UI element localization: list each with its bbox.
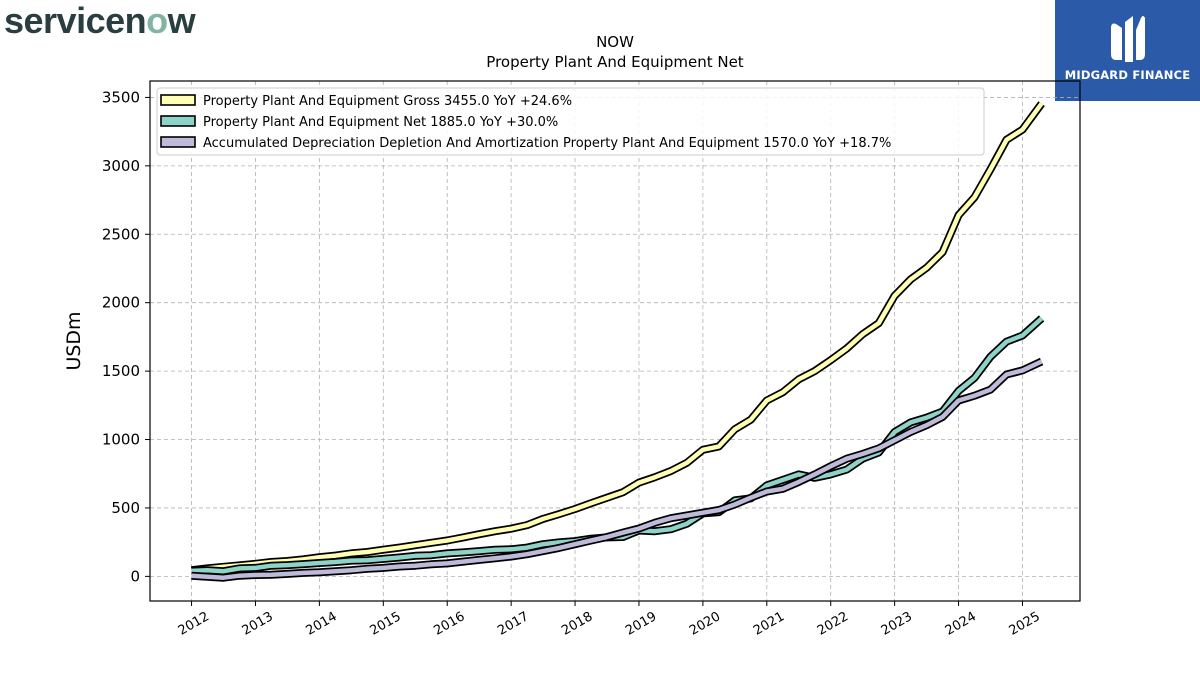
x-tick-label: 2017: [495, 609, 531, 639]
x-tick-label: 2021: [751, 609, 787, 639]
series-line-1: [191, 102, 1044, 573]
x-tick-label: 2022: [815, 609, 851, 639]
legend-swatch: [160, 136, 196, 148]
x-tick-label: 2015: [367, 609, 403, 639]
servicenow-logo: servicenow: [4, 0, 196, 42]
y-tick-label: 1000: [102, 431, 140, 449]
legend-label: Property Plant And Equipment Net 1885.0 …: [203, 115, 558, 130]
x-tick-label: 2023: [879, 609, 915, 639]
x-tick-label: 2020: [687, 609, 723, 639]
x-tick-label: 2016: [431, 609, 467, 639]
x-tick-label: 2018: [559, 609, 595, 639]
logo-text: servicen: [4, 0, 147, 41]
legend-swatch: [160, 94, 196, 106]
sponsor-name: MIDGARD FINANCE: [1064, 68, 1191, 82]
y-tick-label: 0: [130, 567, 140, 585]
x-tick-label: 2025: [1007, 609, 1043, 639]
y-tick-label: 3000: [102, 157, 140, 175]
y-axis-title: USDm: [63, 311, 85, 370]
series-layer: [191, 101, 1045, 582]
ticks-layer: 0 500 1000 1500 2000 2500 3000 3500 2012 2013 2014…: [102, 88, 1043, 638]
logo-text-end: w: [167, 0, 196, 41]
x-tick-label: 2019: [623, 609, 659, 639]
y-tick-label: 2000: [102, 294, 140, 312]
grid-layer: [150, 81, 1080, 601]
x-tick-label: 2012: [176, 609, 212, 639]
x-tick-label: 2024: [943, 609, 979, 639]
legend: Property Plant And Equipment Gross 3455.…: [156, 87, 985, 156]
sponsor-badge: MIDGARD FINANCE: [1055, 0, 1200, 101]
logo-accent-o: o: [146, 0, 168, 41]
x-tick-label: 2013: [240, 609, 276, 639]
chart-title: NOW: [596, 33, 634, 51]
legend-label: Accumulated Depreciation Depletion And A…: [203, 136, 891, 151]
plot-frame: [149, 80, 1081, 602]
y-tick-label: 500: [111, 499, 140, 517]
y-tick-label: 2500: [102, 225, 140, 243]
x-tick-label: 2014: [304, 609, 340, 639]
legend-frame: [156, 87, 985, 156]
y-tick-label: 1500: [102, 362, 140, 380]
chart-subtitle: Property Plant And Equipment Net: [486, 53, 744, 71]
legend-swatch: [160, 115, 196, 127]
sponsor-mark-icon: [1111, 16, 1145, 62]
legend-label: Property Plant And Equipment Gross 3455.…: [203, 94, 572, 109]
y-tick-label: 3500: [102, 88, 140, 106]
series-line-3: [191, 359, 1043, 580]
